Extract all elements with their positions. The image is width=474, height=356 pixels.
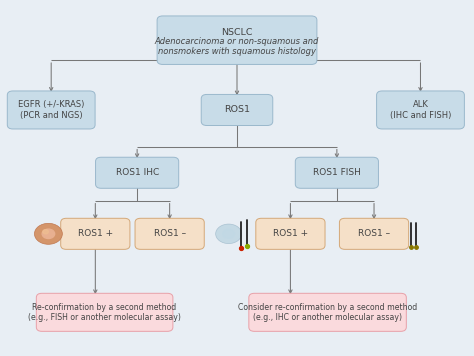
Circle shape	[35, 223, 63, 244]
FancyBboxPatch shape	[135, 218, 204, 249]
Text: ROS1 IHC: ROS1 IHC	[116, 168, 159, 177]
Circle shape	[216, 224, 242, 244]
Text: EGFR (+/-KRAS)
(PCR and NGS): EGFR (+/-KRAS) (PCR and NGS)	[18, 100, 84, 120]
FancyBboxPatch shape	[36, 293, 173, 331]
Text: ALK
(IHC and FISH): ALK (IHC and FISH)	[390, 100, 451, 120]
FancyBboxPatch shape	[376, 91, 465, 129]
Text: ROS1 FISH: ROS1 FISH	[313, 168, 361, 177]
Text: ROS1 +: ROS1 +	[78, 229, 113, 238]
Text: ROS1 +: ROS1 +	[273, 229, 308, 238]
FancyBboxPatch shape	[249, 293, 406, 331]
FancyBboxPatch shape	[295, 157, 378, 188]
FancyBboxPatch shape	[256, 218, 325, 249]
FancyBboxPatch shape	[7, 91, 95, 129]
FancyBboxPatch shape	[61, 218, 130, 249]
Text: Adenocarcinoma or non-squamous and
nonsmokers with squamous histology: Adenocarcinoma or non-squamous and nonsm…	[155, 37, 319, 56]
Text: NSCLC: NSCLC	[221, 28, 253, 37]
Circle shape	[42, 229, 55, 239]
Text: Re-confirmation by a second method
(e.g., FISH or another molecular assay): Re-confirmation by a second method (e.g.…	[28, 303, 181, 322]
Text: ROS1 –: ROS1 –	[358, 229, 390, 238]
FancyBboxPatch shape	[157, 16, 317, 64]
Circle shape	[43, 230, 48, 234]
FancyBboxPatch shape	[96, 157, 179, 188]
Text: Consider re-confirmation by a second method
(e.g., IHC or another molecular assa: Consider re-confirmation by a second met…	[238, 303, 417, 322]
FancyBboxPatch shape	[339, 218, 409, 249]
Text: ROS1: ROS1	[224, 105, 250, 115]
FancyBboxPatch shape	[201, 94, 273, 126]
Text: ROS1 –: ROS1 –	[154, 229, 186, 238]
Circle shape	[223, 229, 235, 238]
